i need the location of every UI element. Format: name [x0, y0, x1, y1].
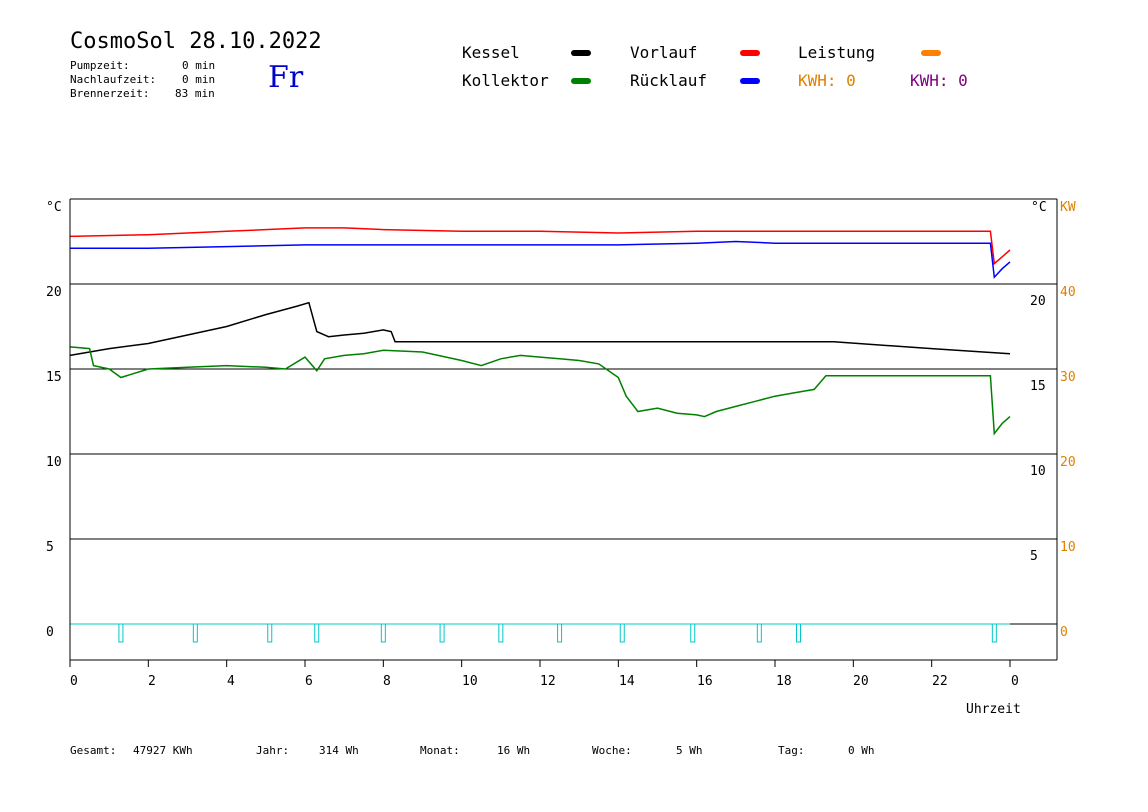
gesamt-value: 47927 KWh: [133, 744, 193, 757]
y-kw-tick: 0: [1060, 625, 1068, 640]
right-kw-unit-label: KW: [1060, 200, 1076, 215]
grid-lines: [70, 198, 1057, 625]
tag-label: Tag:: [778, 744, 805, 757]
legend-kessel-swatch: [571, 50, 591, 56]
series-kessel-line: [69, 301, 1011, 357]
legend-vorlauf-swatch: [740, 50, 760, 56]
y-left-tick: 15: [46, 370, 62, 385]
brennerzeit-label: Brennerzeit:: [70, 87, 150, 100]
series-kollektor-line: [69, 346, 1011, 436]
pumpzeit-label: Pumpzeit:: [70, 59, 130, 72]
legend-ruecklauf-swatch: [740, 78, 760, 84]
legend-kwh-leistung: KWH: 0: [798, 71, 856, 90]
x-axis-label: Uhrzeit: [966, 702, 1021, 717]
y-kw-tick: 30: [1060, 370, 1076, 385]
pumpzeit-value: 0 min: [182, 59, 216, 72]
jahr-value: 314 Wh: [319, 744, 359, 757]
pump-pulse: [619, 623, 625, 643]
brennerzeit-value: 83 min: [175, 87, 215, 100]
x-tick: 14: [619, 674, 635, 689]
x-tick: 4: [227, 674, 235, 689]
axes-frame: [69, 199, 1058, 667]
legend-kollektor-swatch: [571, 78, 591, 84]
pump-pulse: [498, 623, 504, 643]
woche-value: 5 Wh: [676, 744, 703, 757]
pump-pulse: [192, 623, 198, 643]
x-tick: 16: [697, 674, 713, 689]
pump-pulse: [439, 623, 445, 643]
x-tick: 10: [462, 674, 478, 689]
y-left-tick: 20: [46, 285, 62, 300]
pump-pulse: [557, 623, 563, 643]
legend-kollektor-label: Kollektor: [462, 71, 549, 90]
legend-leistung-swatch: [921, 50, 941, 56]
x-tick: 20: [853, 674, 869, 689]
series-vorlauf-line: [69, 227, 1011, 266]
series-lines: [69, 227, 1011, 436]
y-right-tick: 15: [1030, 379, 1046, 394]
pump-pulse: [796, 623, 801, 643]
monat-label: Monat:: [420, 744, 460, 757]
legend-ruecklauf-label: Rücklauf: [630, 71, 708, 90]
legend-kwh-second: KWH: 0: [910, 71, 968, 90]
gesamt-label: Gesamt:: [70, 744, 117, 757]
y-right-tick: 10: [1030, 464, 1046, 479]
y-right-tick: 5: [1030, 549, 1038, 564]
left-unit-label: °C: [46, 200, 62, 215]
monat-value: 16 Wh: [497, 744, 531, 757]
y-left-tick: 10: [46, 455, 62, 470]
pump-pulse: [267, 623, 273, 643]
pump-pulse: [118, 623, 124, 643]
pump-series: [70, 623, 1010, 643]
x-tick: 18: [776, 674, 792, 689]
legend-kessel-label: Kessel: [462, 43, 520, 62]
pump-pulse: [690, 623, 696, 643]
y-kw-tick: 20: [1060, 455, 1076, 470]
pump-pulse: [991, 623, 997, 643]
y-right-tick: 20: [1030, 294, 1046, 309]
x-tick: 6: [305, 674, 313, 689]
weekday-label: Fr: [268, 60, 304, 95]
tag-value: 0 Wh: [848, 744, 875, 757]
pump-pulse: [314, 623, 320, 643]
woche-label: Woche:: [592, 744, 632, 757]
series-rcklauf-line: [70, 240, 1011, 279]
x-tick: 12: [540, 674, 556, 689]
chart-title: CosmoSol 28.10.2022: [70, 29, 322, 54]
pump-pulse: [756, 623, 762, 643]
nachlaufzeit-value: 0 min: [182, 73, 216, 86]
x-tick: 0: [1011, 674, 1019, 689]
pump-pulse: [380, 623, 386, 643]
y-kw-tick: 10: [1060, 540, 1076, 555]
x-tick: 2: [148, 674, 156, 689]
y-left-tick: 5: [46, 540, 54, 555]
y-kw-tick: 40: [1060, 285, 1076, 300]
x-tick: 8: [383, 674, 391, 689]
legend-vorlauf-label: Vorlauf: [630, 43, 698, 62]
nachlaufzeit-label: Nachlaufzeit:: [70, 73, 157, 86]
jahr-label: Jahr:: [256, 744, 290, 757]
right-unit-label: °C: [1031, 200, 1047, 215]
x-tick: 22: [932, 674, 948, 689]
legend-leistung-label: Leistung: [798, 43, 876, 62]
x-tick: 0: [70, 674, 78, 689]
y-left-tick: 0: [46, 625, 54, 640]
